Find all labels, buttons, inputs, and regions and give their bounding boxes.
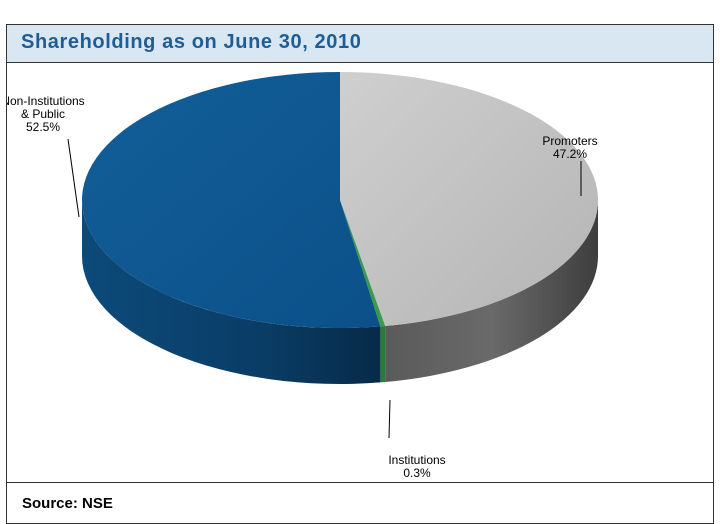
data-label-non-institutions-public: Non-Institutions & Public 52.5% — [7, 94, 85, 134]
source-note: Source: NSE — [22, 495, 113, 512]
pie-side-institutions — [380, 326, 386, 383]
chart-title: Shareholding as on June 30, 2010 — [21, 31, 362, 53]
data-label-promoters: Promoters 47.2% — [542, 134, 597, 161]
data-label-institutions: Institutions 0.3% — [388, 453, 445, 480]
pie-slice-non-institutions-public — [81, 72, 381, 328]
leader-line-institutions — [388, 399, 391, 439]
pie-slice-institutions — [340, 200, 386, 327]
title-bar: Shareholding as on June 30, 2010 — [7, 25, 713, 63]
chart-area: Promoters 47.2% Institutions 0.3% Non-Instit… — [1, 63, 713, 483]
pie-side-non-institutions-public — [82, 200, 381, 384]
pie-slice-promoters — [340, 72, 598, 327]
chart-frame: Shareholding as on June 30, 2010 — [1, 24, 714, 524]
leader-line-non-institutions-public — [67, 138, 80, 218]
pie-chart: Promoters 47.2% Institutions 0.3% Non-Instit… — [1, 72, 598, 480]
pie-side-promoters — [385, 200, 598, 383]
